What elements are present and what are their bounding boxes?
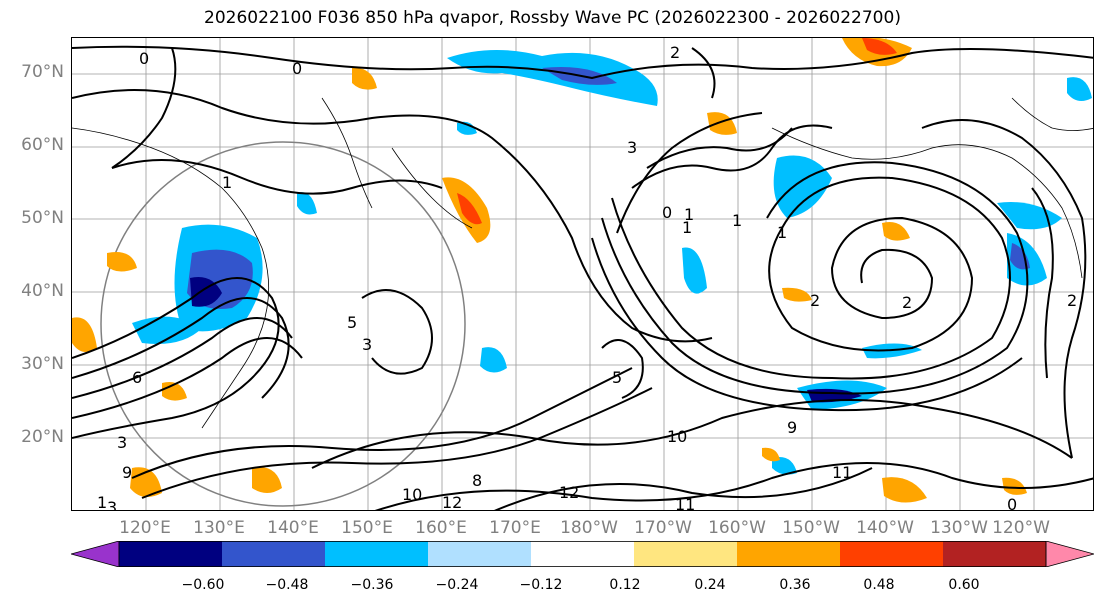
colorbar-cell: [119, 541, 223, 567]
contour-label: 2: [1067, 291, 1077, 310]
lat-label-70n: 70°N: [21, 62, 64, 82]
colorbar-tick-label: −0.60: [181, 577, 225, 593]
contour-label: 0: [292, 59, 302, 78]
colorbar-cell: [531, 541, 635, 567]
contour-label: 3: [627, 138, 637, 157]
contour-lines: [72, 45, 1093, 510]
contour-label: 5: [612, 368, 622, 387]
colorbar-extend-high: [1045, 541, 1094, 567]
colorbar-cell: [737, 541, 841, 567]
colorbar-tick-label: 0.48: [863, 577, 895, 593]
reference-circle: [100, 141, 466, 507]
lat-label-40n: 40°N: [21, 281, 64, 301]
contour-label: 3: [107, 498, 117, 511]
colorbar-tick-label: 0.24: [694, 577, 726, 593]
colorbar: [71, 541, 1094, 567]
colorbar-cell: [840, 541, 944, 567]
colorbar-tick-label: −0.12: [519, 577, 563, 593]
contour-label: 1: [222, 173, 232, 192]
contour-label: 6: [132, 368, 142, 387]
contour-label: 3: [362, 335, 372, 354]
lon-label: 140°W: [856, 518, 914, 538]
colorbar-cell: [325, 541, 429, 567]
colorbar-extend-low: [71, 541, 120, 567]
contour-label: 1: [684, 205, 694, 224]
lat-label-60n: 60°N: [21, 135, 64, 155]
contour-label: 9: [787, 418, 797, 437]
contour-label: 0: [139, 49, 149, 68]
contour-label: 11: [832, 463, 852, 482]
contour-label: 2: [810, 291, 820, 310]
colorbar-cell: [428, 541, 532, 567]
colorbar-tick-label: 0.60: [948, 577, 980, 593]
contour-label: 1: [682, 218, 692, 237]
contour-label: 1: [777, 223, 787, 242]
contour-label: 0: [1007, 495, 1017, 511]
lon-label: 150°E: [341, 518, 393, 538]
map-panel: 0 2 1 1 1 2 3 5 5 3 9 11 12 11 10 12 10 …: [71, 37, 1094, 511]
contour-label: 12: [442, 493, 462, 511]
colorbar-cell: [634, 541, 738, 567]
colorbar-tick-label: 0.12: [609, 577, 641, 593]
contour-label: 2: [670, 43, 680, 62]
lat-label-30n: 30°N: [21, 354, 64, 374]
colorbar-tick-label: −0.48: [265, 577, 309, 593]
colorbar-tick-label: −0.36: [350, 577, 394, 593]
colorbar-outline: [118, 541, 1047, 567]
lon-label: 140°E: [267, 518, 319, 538]
lon-label: 130°W: [930, 518, 988, 538]
lon-label: 130°E: [193, 518, 245, 538]
lat-label-20n: 20°N: [21, 427, 64, 447]
negative-anomaly-shading: [132, 49, 1092, 475]
contour-label: 9: [122, 463, 132, 482]
lon-label: 170°W: [634, 518, 692, 538]
contour-label: 10: [402, 485, 422, 504]
contour-label: 11: [675, 495, 695, 511]
contour-label: 1: [97, 493, 107, 511]
lon-label: 160°E: [415, 518, 467, 538]
contour-label: 1: [732, 211, 742, 230]
colorbar-cell: [943, 541, 1047, 567]
lat-label-50n: 50°N: [21, 208, 64, 228]
contour-label: 10: [667, 427, 687, 446]
positive-anomaly-shading: [72, 38, 1027, 503]
coastlines: [72, 97, 1093, 429]
colorbar-cell: [222, 541, 326, 567]
contour-label: 2: [902, 293, 912, 312]
contour-label-group: 0 2 1 1 1 2 3 5 5 3 9 11 12 11 10 12 10 …: [97, 43, 1077, 511]
lon-label: 150°W: [782, 518, 840, 538]
lon-label: 180°W: [560, 518, 618, 538]
map-title: 2026022100 F036 850 hPa qvapor, Rossby W…: [204, 8, 901, 28]
contour-label: 3: [117, 433, 127, 452]
lon-label: 170°E: [489, 518, 541, 538]
lon-label: 120°W: [992, 518, 1050, 538]
lon-label: 120°E: [119, 518, 171, 538]
colorbar-tick-label: 0.36: [779, 577, 811, 593]
contour-label: 0: [662, 203, 672, 222]
contour-label: 12: [559, 483, 579, 502]
lon-label: 160°W: [708, 518, 766, 538]
contour-label: 5: [347, 313, 357, 332]
contour-label: 8: [472, 471, 482, 490]
map-canvas: 0 2 1 1 1 2 3 5 5 3 9 11 12 11 10 12 10 …: [72, 38, 1093, 511]
colorbar-tick-label: −0.24: [435, 577, 479, 593]
